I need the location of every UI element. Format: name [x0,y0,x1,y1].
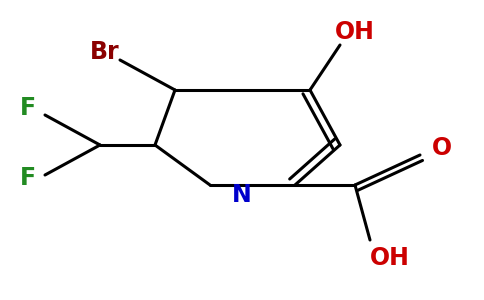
Text: F: F [20,96,36,120]
Text: F: F [20,166,36,190]
Text: OH: OH [370,246,410,270]
Text: O: O [432,136,452,160]
Text: OH: OH [335,20,375,44]
Text: Br: Br [90,40,120,64]
Text: N: N [232,183,252,207]
